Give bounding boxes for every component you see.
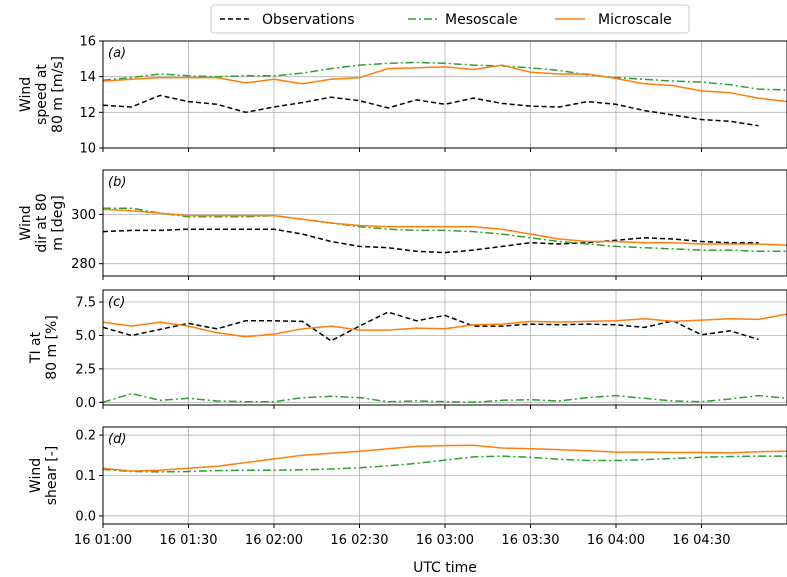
- x-tick-label: 16 04:00: [587, 533, 645, 548]
- y-axis-label: shear [-]: [44, 446, 60, 506]
- y-tick-label: 16: [79, 35, 96, 50]
- series-observations: [103, 228, 759, 254]
- series-microscale: [103, 208, 787, 246]
- y-axis-label: TI at: [28, 331, 44, 364]
- x-tick-label: 16 02:30: [330, 533, 388, 548]
- y-axis-label: 80 m [%]: [44, 315, 60, 380]
- y-tick-label: 0.1: [75, 469, 96, 484]
- y-axis-label: Wind: [28, 458, 44, 493]
- x-tick-label: 16 03:30: [501, 533, 559, 548]
- series-mesoscale: [103, 207, 787, 253]
- series-observations: [103, 311, 759, 342]
- x-tick-label: 16 02:00: [245, 533, 303, 548]
- y-tick-label: 300: [71, 208, 96, 223]
- y-axis-label: Wind: [18, 77, 34, 112]
- y-tick-label: 5.0: [75, 329, 96, 344]
- series-microscale: [103, 313, 787, 338]
- panel-series: [103, 311, 787, 404]
- y-tick-label: 0.0: [75, 396, 96, 411]
- y-axis-label: speed at: [34, 64, 50, 125]
- y-tick-label: 2.5: [75, 362, 96, 377]
- panel-d: 0.0 0.1 0.2 (d) Wind shear [-]: [28, 426, 787, 525]
- y-tick-label: 14: [79, 70, 96, 85]
- y-axis-label: Wind: [18, 205, 34, 240]
- panel-letter: (c): [108, 295, 125, 310]
- panel-a: 10 12 14 16 (a) Wind speed at 80 m [m/s]: [18, 35, 787, 157]
- legend-label-observations: Observations: [262, 12, 355, 28]
- x-axis: 16 01:00 16 01:30 16 02:00 16 02:30 16 03:00…: [74, 148, 731, 576]
- y-tick-label: 10: [79, 142, 96, 157]
- y-axis-label: m [deg]: [50, 195, 66, 250]
- series-mesoscale: [103, 61, 787, 91]
- x-tick-label: 16 01:30: [159, 533, 217, 548]
- y-tick-label: 0.2: [75, 429, 96, 444]
- series-mesoscale: [103, 392, 787, 404]
- legend-label-mesoscale: Mesoscale: [445, 12, 518, 28]
- legend-label-microscale: Microscale: [598, 12, 672, 28]
- panel-series: [103, 207, 787, 254]
- panel-series: [103, 444, 787, 473]
- series-microscale: [103, 444, 787, 472]
- panel-c: 0.0 2.5 5.0 7.5 (c) TI at 80 m [%]: [28, 289, 787, 411]
- legend: Observations Mesoscale Microscale: [210, 4, 690, 34]
- series-mesoscale: [103, 455, 787, 473]
- panel-letter: (b): [108, 175, 126, 190]
- y-tick-label: 7.5: [75, 296, 96, 311]
- series-observations: [103, 94, 759, 127]
- panel-letter: (d): [108, 432, 126, 447]
- x-tick-label: 16 01:00: [74, 533, 132, 548]
- panel-series: [103, 61, 787, 127]
- x-tick-label: 16 03:00: [416, 533, 474, 548]
- panel-letter: (a): [108, 46, 126, 61]
- y-axis-label: dir at 80: [34, 193, 50, 252]
- y-tick-label: 12: [79, 106, 96, 121]
- series-microscale: [103, 64, 787, 103]
- y-tick-label: 280: [71, 257, 96, 272]
- y-axis-label: 80 m [m/s]: [50, 56, 66, 133]
- x-tick-label: 16 04:30: [672, 533, 730, 548]
- legend-frame: [210, 4, 690, 34]
- x-axis-label: UTC time: [413, 560, 477, 576]
- panel-b: 280 300 (b) Wind dir at 80 m [deg]: [18, 169, 787, 277]
- y-tick-label: 0.0: [75, 509, 96, 524]
